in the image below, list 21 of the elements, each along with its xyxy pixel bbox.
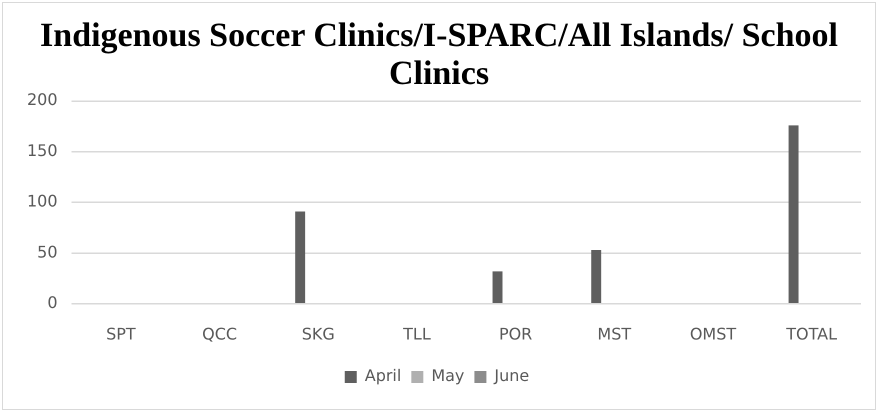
x-tick-label: POR — [498, 324, 532, 344]
bar — [295, 212, 306, 304]
y-tick-label: 0 — [47, 292, 58, 312]
bar — [492, 271, 502, 304]
x-tick-label: QCC — [202, 324, 238, 344]
legend-label: April — [364, 366, 402, 386]
y-tick-label: 50 — [37, 242, 58, 262]
bar — [788, 125, 799, 304]
legend-label: May — [431, 366, 464, 386]
chart-title: Indigenous Soccer Clinics/I-SPARC/All Islands/ School Clinics — [40, 17, 838, 92]
x-tick-label: TOTAL — [785, 324, 838, 344]
legend-label: June — [493, 366, 530, 386]
y-tick-label: 150 — [26, 140, 58, 160]
y-tick-label: 200 — [26, 90, 58, 110]
x-tick-label: SPT — [106, 324, 136, 344]
x-tick-label: SKG — [302, 324, 335, 344]
x-tick-label: OMST — [690, 324, 736, 344]
y-tick-label: 100 — [26, 192, 58, 211]
bar — [591, 250, 602, 304]
x-tick-label: MST — [597, 324, 632, 344]
x-tick-label: TLL — [402, 324, 431, 344]
